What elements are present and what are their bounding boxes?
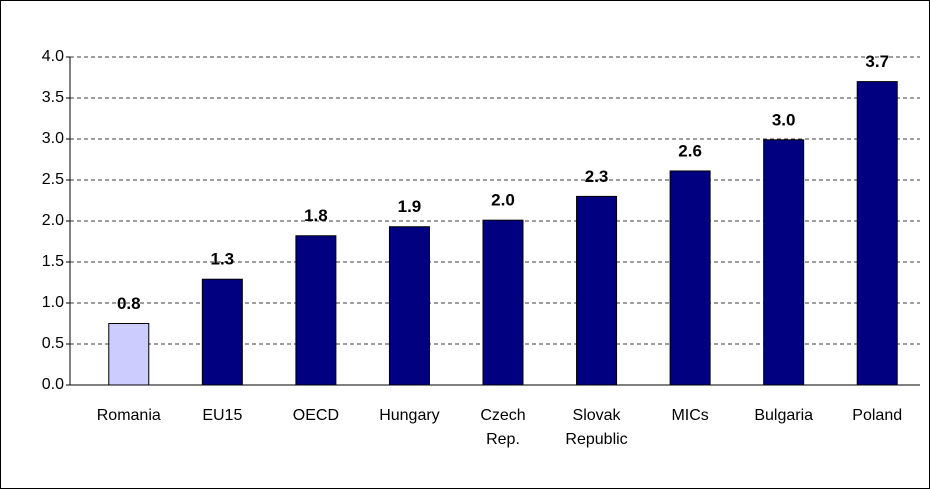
data-label: 3.7 <box>865 52 889 71</box>
x-tick-label: OECD <box>293 407 339 424</box>
x-tick-label: Poland <box>852 407 902 424</box>
bar <box>856 81 898 386</box>
y-tick-label: 2.0 <box>42 212 64 229</box>
bar <box>482 219 524 386</box>
data-label: 2.0 <box>491 191 515 210</box>
bar <box>576 195 618 386</box>
x-tick-label: Slovak Republic <box>565 407 627 448</box>
y-tick-label: 3.5 <box>42 89 64 106</box>
x-tick-label: Bulgaria <box>754 407 813 424</box>
data-label: 0.8 <box>117 294 141 313</box>
bar <box>763 139 805 386</box>
y-tick-label: 0.5 <box>42 335 64 352</box>
y-tick-label: 2.5 <box>42 171 64 188</box>
bar <box>201 278 243 386</box>
x-tick-label: Czech Rep. <box>480 407 525 448</box>
x-tick-label: MICs <box>671 407 708 424</box>
bar <box>295 235 337 386</box>
x-tick-label: Romania <box>97 407 161 424</box>
y-tick-label: 3.0 <box>42 130 64 147</box>
data-label: 1.3 <box>211 250 235 269</box>
y-tick-label: 0.0 <box>42 376 64 393</box>
bar <box>669 170 711 386</box>
y-tick-label: 1.0 <box>42 294 64 311</box>
data-label: 1.9 <box>398 197 422 216</box>
data-label: 2.3 <box>585 167 609 186</box>
y-tick-label: 1.5 <box>42 253 64 270</box>
data-label: 3.0 <box>772 110 796 129</box>
x-tick-label: EU15 <box>202 407 242 424</box>
data-label: 1.8 <box>304 206 328 225</box>
x-tick-label: Hungary <box>379 407 439 424</box>
data-label: 2.6 <box>678 141 702 160</box>
y-tick-label: 4.0 <box>42 48 64 65</box>
bar <box>388 226 430 386</box>
bar <box>108 323 150 386</box>
